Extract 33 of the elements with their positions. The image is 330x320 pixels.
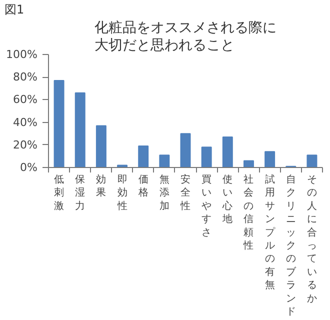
- x-tick-label: 価格: [137, 174, 148, 199]
- y-tick-label: 100%: [6, 48, 38, 61]
- caption: 図1: [4, 2, 24, 16]
- category-label: その人に合っているか: [306, 174, 317, 304]
- x-tick-label: 効果: [96, 174, 106, 199]
- bar: [222, 136, 233, 168]
- category-label: 試用サンプルの有無: [264, 174, 275, 292]
- y-tick-label: 80%: [13, 70, 38, 84]
- x-tick-label: 保湿力: [75, 174, 86, 212]
- x-tick-label: 社会の信頼性: [242, 174, 254, 252]
- bar: [74, 92, 86, 168]
- bar: [96, 125, 106, 168]
- x-tick-label: 低刺激: [54, 174, 64, 212]
- bar: [243, 160, 254, 168]
- y-tick-label: 0%: [20, 161, 38, 174]
- chart-title: 化粧品をオススメされる際に大切だと思われること: [94, 20, 276, 54]
- bar: [159, 154, 170, 168]
- x-tick-label: 即効性: [116, 174, 128, 212]
- bar: [54, 80, 64, 168]
- bar: [306, 154, 318, 168]
- y-tick-label: 20%: [13, 138, 38, 152]
- x-tick-label: 使い心地: [222, 174, 233, 226]
- y-tick-label: 60%: [13, 93, 38, 106]
- x-tick-label: 買いやすさ: [202, 174, 212, 238]
- bar: [138, 146, 149, 168]
- bar: [117, 164, 128, 168]
- category-label: 自クリニックのブランド: [286, 174, 296, 318]
- bar: [201, 146, 212, 168]
- bar: [180, 133, 191, 168]
- bar: [264, 151, 276, 168]
- x-tick-label: 安全性: [180, 174, 190, 212]
- x-tick-label: 無添加: [159, 174, 170, 212]
- y-tick-label: 40%: [13, 116, 38, 129]
